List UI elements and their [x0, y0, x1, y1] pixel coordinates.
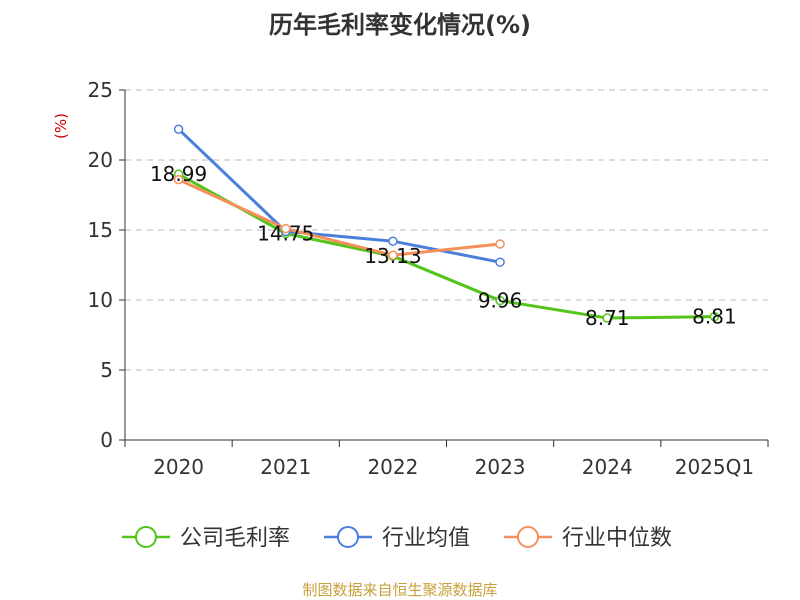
legend-item-公司毛利率[interactable]: 公司毛利率	[122, 526, 290, 551]
y-axis-unit: (%)	[52, 113, 70, 139]
legend-marker	[135, 526, 157, 548]
data-label-2023: 9.96	[478, 289, 523, 313]
y-tick-label-0: 0	[100, 428, 113, 452]
x-tick-label-2025Q1: 2025Q1	[675, 455, 754, 479]
series-layer	[173, 124, 720, 323]
data-label-2022: 13.13	[364, 244, 421, 268]
point-行业中位数-2020	[173, 174, 184, 185]
point-行业中位数-2022	[388, 250, 398, 260]
data-label-2020: 18.99	[150, 162, 207, 186]
data-labels: 18.99 14.75 13.13 9.96 8.71 8.81	[150, 162, 737, 330]
x-tick-label-2024: 2024	[582, 455, 633, 479]
point-行业中位数-2023	[495, 239, 505, 249]
y-tick-label-5: 5	[100, 358, 113, 382]
legend[interactable]: 公司毛利率 行业均值 行业中位数	[122, 526, 672, 551]
chart-title: 历年毛利率变化情况(%)	[269, 11, 531, 39]
y-tick-label-15: 15	[88, 218, 113, 242]
point-行业均值-2022	[388, 236, 398, 246]
point-行业均值-2023	[495, 257, 505, 267]
legend-marker	[337, 526, 359, 548]
x-tick-label-2021: 2021	[260, 455, 311, 479]
y-tick-label-20: 20	[88, 148, 113, 172]
legend-item-行业中位数[interactable]: 行业中位数	[504, 526, 672, 551]
x-tick-label-2023: 2023	[475, 455, 526, 479]
data-label-2021: 14.75	[257, 222, 314, 246]
series-line-行业均值	[177, 128, 501, 264]
series-line-公司毛利率	[177, 172, 715, 320]
data-label-2025Q1: 8.81	[692, 305, 737, 329]
point-行业均值-2020	[173, 124, 184, 134]
point-公司毛利率-2025Q1	[709, 311, 720, 322]
grid-lines	[125, 89, 768, 371]
legend-item-行业均值[interactable]: 行业均值	[324, 526, 470, 551]
axes: 0 5 10 15 20 25 2020 2021 2022 2023 2024 2025Q1	[88, 78, 769, 479]
x-tick-label-2020: 2020	[153, 455, 204, 479]
legend-label: 行业中位数	[562, 526, 672, 551]
data-label-2024: 8.71	[585, 306, 630, 330]
x-tick-label-2022: 2022	[367, 455, 418, 479]
y-tick-label-25: 25	[88, 78, 113, 102]
source-note: 制图数据来自恒生聚源数据库	[302, 581, 497, 599]
y-tick-label-10: 10	[88, 288, 113, 312]
point-公司毛利率-2024	[602, 313, 612, 323]
legend-marker	[517, 526, 539, 548]
legend-label: 公司毛利率	[180, 526, 290, 551]
legend-label: 行业均值	[382, 526, 470, 551]
point-行业中位数-2021	[281, 223, 291, 234]
series-line-行业中位数	[177, 178, 501, 257]
point-公司毛利率-2023	[495, 295, 505, 306]
